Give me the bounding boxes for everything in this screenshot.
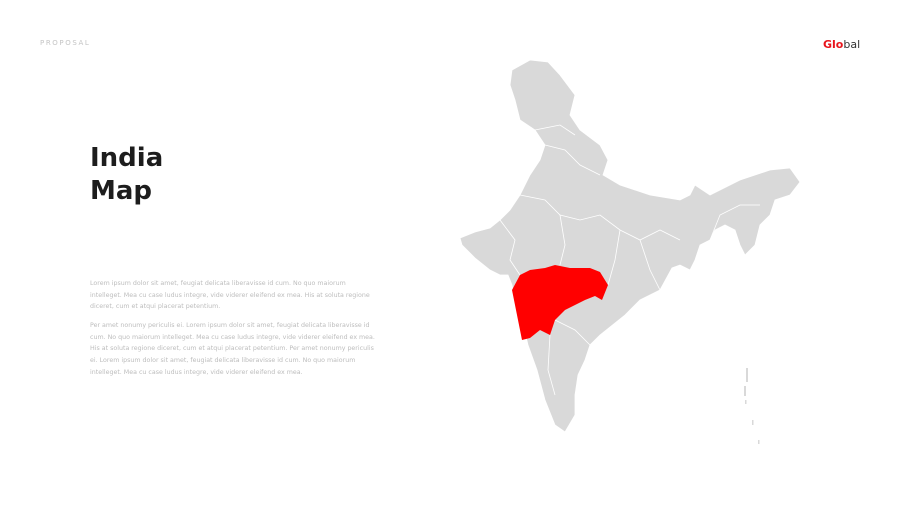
state-borders: [499, 124, 760, 396]
section-label: PROPOSAL: [40, 39, 91, 47]
india-outline: [459, 59, 801, 433]
page-title: India Map: [90, 143, 164, 206]
paragraph-2: Per amet nonumy periculis ei. Lorem ipsu…: [90, 322, 375, 376]
logo: Global: [823, 38, 861, 51]
andaman-islands: [744, 368, 760, 444]
maharashtra-region: [512, 265, 608, 340]
paragraph-1: Lorem ipsum dolor sit amet, feugiat deli…: [90, 280, 370, 311]
